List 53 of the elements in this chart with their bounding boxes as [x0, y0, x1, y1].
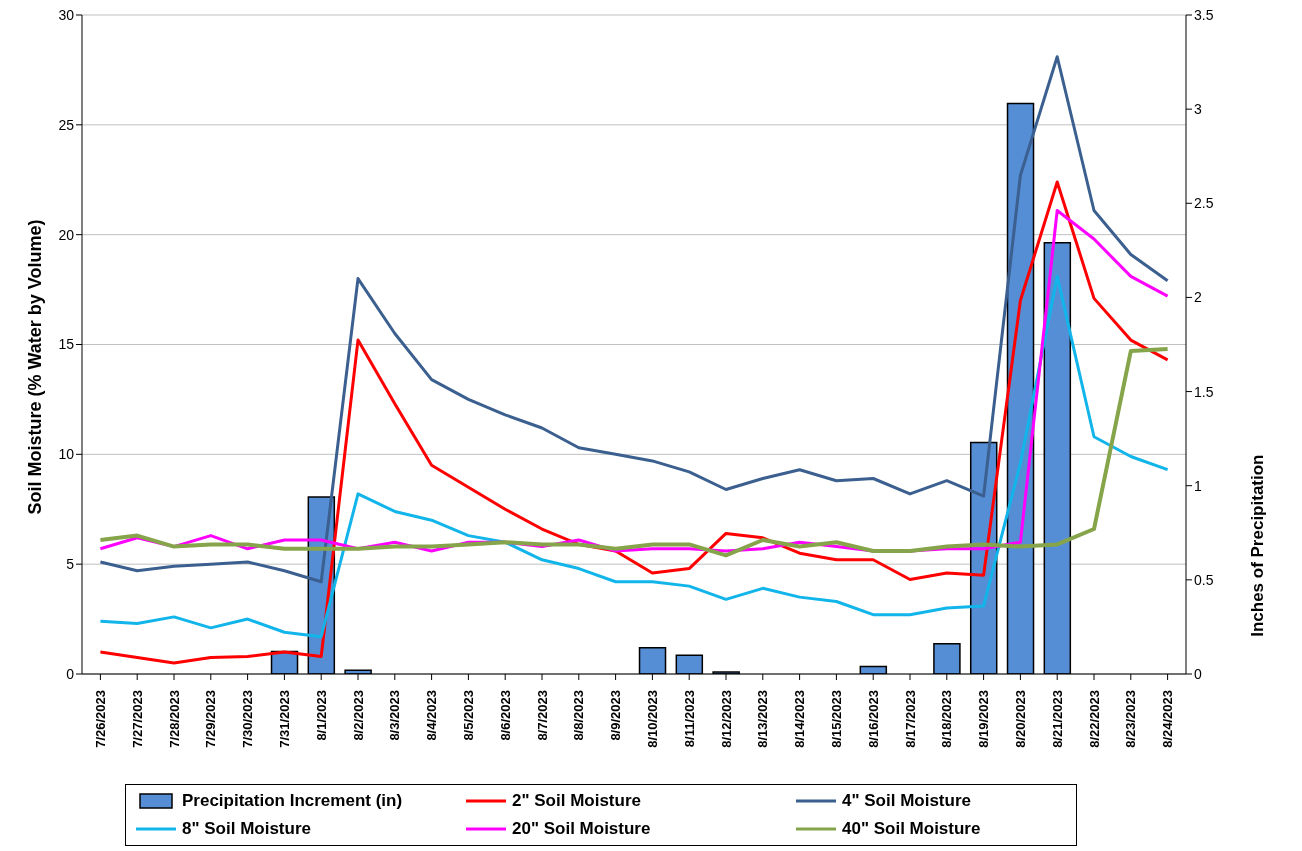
x-tick-label: 8/23/2023: [1123, 690, 1139, 748]
x-tick-label: 8/13/2023: [755, 690, 771, 748]
x-tick-label: 8/10/2023: [644, 690, 660, 748]
y2-tick-label: 2.5: [1194, 195, 1214, 212]
y-tick-label: 15: [58, 336, 75, 353]
x-tick-label: 8/16/2023: [865, 690, 881, 748]
y2-tick-label: 1: [1194, 477, 1202, 494]
x-tick-label: 8/12/2023: [718, 690, 734, 748]
x-tick-label: 8/24/2023: [1160, 690, 1176, 748]
x-tick-label: 7/31/2023: [276, 690, 292, 748]
x-tick-label: 8/9/2023: [608, 690, 624, 741]
x-tick-label: 8/3/2023: [387, 690, 403, 741]
x-tick-label: 8/21/2023: [1049, 690, 1065, 748]
y-tick-label: 0: [66, 665, 75, 682]
y2-tick-label: 2: [1194, 289, 1202, 306]
x-tick-label: 7/26/2023: [92, 690, 108, 748]
y2-tick-label: 3.5: [1194, 6, 1214, 23]
x-tick-label: 8/5/2023: [460, 690, 476, 741]
x-tick-label: 8/7/2023: [534, 690, 550, 741]
x-tick-label: 8/18/2023: [939, 690, 955, 748]
x-tick-label: 8/20/2023: [1012, 690, 1028, 748]
x-tick-label: 8/14/2023: [792, 690, 808, 748]
legend-label: 2" Soil Moisture: [512, 791, 641, 811]
x-tick-label: 8/8/2023: [571, 690, 587, 741]
y2-axis-title: Inches of Precipitation: [1248, 454, 1268, 637]
legend-label: 8" Soil Moisture: [182, 819, 311, 839]
y-tick-label: 30: [58, 6, 75, 23]
y-tick-label: 20: [58, 226, 75, 243]
legend-label: Precipitation Increment (in): [182, 791, 403, 811]
x-tick-label: 8/22/2023: [1086, 690, 1102, 748]
y-tick-label: 5: [66, 556, 75, 573]
x-tick-label: 8/2/2023: [350, 690, 366, 741]
legend-label: 40" Soil Moisture: [842, 819, 981, 839]
y2-tick-label: 3: [1194, 101, 1202, 118]
x-tick-label: 8/6/2023: [497, 690, 513, 741]
legend-label: 4" Soil Moisture: [842, 791, 971, 811]
x-tick-label: 7/30/2023: [240, 690, 256, 748]
x-tick-label: 7/27/2023: [129, 690, 145, 748]
y2-tick-label: 1.5: [1194, 383, 1214, 400]
x-tick-label: 7/29/2023: [203, 690, 219, 748]
x-tick-label: 8/1/2023: [313, 690, 329, 741]
x-tick-label: 7/28/2023: [166, 690, 182, 748]
legend-label: 20" Soil Moisture: [512, 819, 651, 839]
y-axis-title: Soil Moisture (% Water by Volume): [25, 219, 46, 515]
y-tick-label: 10: [58, 446, 75, 463]
y-tick-label: 25: [58, 116, 75, 133]
x-tick-label: 8/19/2023: [976, 690, 992, 748]
y2-tick-label: 0.5: [1194, 571, 1214, 588]
x-tick-label: 8/4/2023: [424, 690, 440, 741]
x-tick-label: 8/11/2023: [681, 690, 697, 748]
y2-tick-label: 0: [1194, 665, 1202, 682]
x-tick-label: 8/17/2023: [902, 690, 918, 748]
x-tick-label: 8/15/2023: [828, 690, 844, 748]
